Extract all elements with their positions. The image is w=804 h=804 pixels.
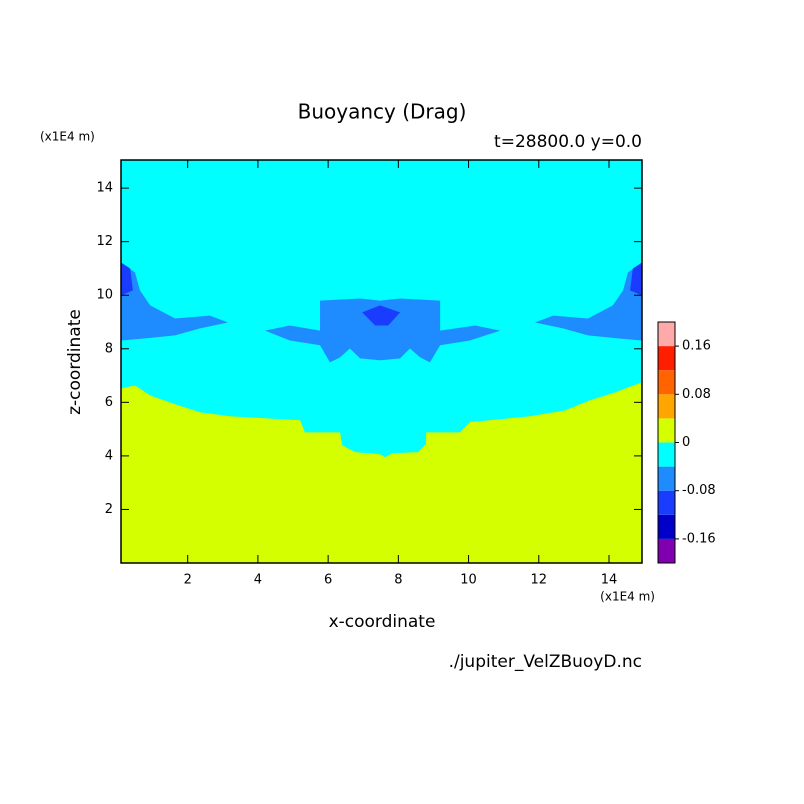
colorbar-tick-label: -0.08: [682, 483, 716, 498]
colorbar-tick-label: -0.16: [682, 531, 716, 546]
colorbar-tick-label: 0.16: [682, 339, 711, 354]
contour-region: [264, 298, 501, 363]
contour-region: [630, 262, 642, 296]
y-axis-label: z-coordinate: [65, 309, 85, 415]
x-tick-label: 6: [324, 573, 332, 588]
x-tick-label: 2: [184, 573, 192, 588]
x-tick-label: 12: [531, 573, 548, 588]
y-tick-label: 6: [105, 395, 113, 410]
colorbar-band: [658, 370, 675, 395]
y-tick-label: 14: [96, 181, 113, 196]
contour-region: [121, 262, 133, 296]
colorbar-band: [658, 346, 675, 371]
contour-region: [121, 262, 229, 341]
colorbar-band: [658, 466, 675, 491]
x-tick-label: 4: [254, 573, 262, 588]
colorbar-band: [658, 490, 675, 515]
y-tick-label: 10: [96, 288, 113, 303]
x-unit: (x1E4 m): [600, 590, 655, 604]
y-tick-label: 4: [105, 448, 113, 463]
contour-region: [534, 262, 642, 341]
x-tick-label: 8: [394, 573, 402, 588]
colorbar-band: [658, 514, 675, 539]
plot-area: 2 4 6 8 10 12 14 2 4 6 8 10 12 14: [96, 159, 643, 588]
contour-region: [121, 382, 642, 563]
y-unit: (x1E4 m): [40, 130, 95, 144]
x-tick-label: 10: [460, 573, 477, 588]
colorbar-band: [658, 394, 675, 419]
y-tick-label: 2: [105, 502, 113, 517]
contour-region: [362, 305, 401, 326]
colorbar-band: [658, 538, 675, 563]
colorbar-band: [658, 418, 675, 443]
chart-title: Buoyancy (Drag): [298, 100, 467, 124]
colorbar-tick-label: 0: [682, 435, 690, 450]
x-axis-label: x-coordinate: [329, 612, 436, 632]
chart-subtitle: t=28800.0 y=0.0: [494, 132, 642, 152]
source-file: ./jupiter_VelZBuoyD.nc: [449, 652, 642, 672]
colorbar-band: [658, 322, 675, 347]
x-tick-label: 14: [601, 573, 618, 588]
colorbar: 0.16 0.08 0 -0.08 -0.16: [657, 321, 716, 564]
plot-frame: [120, 159, 643, 564]
y-tick-label: 8: [105, 341, 113, 356]
y-tick-label: 12: [96, 234, 113, 249]
colorbar-tick-label: 0.08: [682, 387, 711, 402]
colorbar-band: [658, 442, 675, 467]
